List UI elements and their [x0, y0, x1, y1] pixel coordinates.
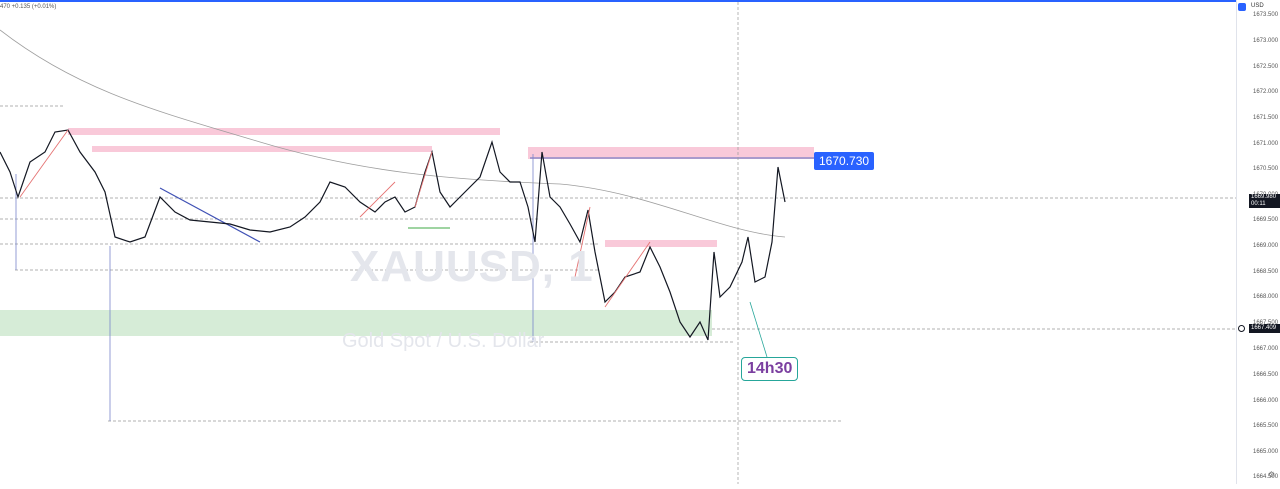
level-price-label: 1667.409 — [1249, 324, 1280, 333]
level-alert-icon[interactable] — [1238, 325, 1245, 332]
zigzag-annotations — [19, 129, 651, 308]
price-axis[interactable]: 1673.500 1673.000 1672.500 1672.000 1671… — [1236, 0, 1280, 484]
axis-tick: 1671.000 — [1253, 141, 1279, 147]
currency-icon[interactable] — [1238, 3, 1246, 11]
dashed-levels — [0, 2, 1236, 484]
currency-selector[interactable]: USD — [1251, 3, 1264, 9]
resistance-zone-3 — [528, 147, 814, 159]
axis-tick: 1673.500 — [1253, 12, 1279, 18]
last-price-label: 1669.980 00:11 — [1249, 194, 1280, 208]
axis-tick: 1670.500 — [1253, 166, 1279, 172]
axis-tick: 1672.000 — [1253, 89, 1279, 95]
axis-tick: 1665.500 — [1253, 423, 1279, 429]
axis-tick: 1669.500 — [1253, 217, 1279, 223]
axis-tick: 1669.000 — [1253, 243, 1279, 249]
chart-svg — [0, 2, 1236, 484]
ohlc-readout: 470 +0.135 (+0.01%) — [0, 4, 57, 10]
axis-tick: 1667.500 — [1253, 320, 1279, 326]
resistance-zone-4 — [605, 240, 717, 247]
axis-tick: 1664.500 — [1253, 474, 1279, 480]
resistance-price-label[interactable]: 1670.730 — [814, 152, 875, 170]
top-accent-bar — [0, 0, 1280, 2]
axis-tick: 1665.000 — [1253, 449, 1279, 455]
resistance-zone-2 — [92, 146, 432, 152]
axis-tick: 1671.500 — [1253, 115, 1279, 121]
time-callout[interactable]: 14h30 — [741, 357, 799, 381]
symbol-description-watermark: Gold Spot / U.S. Dollar — [342, 330, 545, 352]
resistance-zone-1 — [68, 128, 500, 135]
callout-connector — [749, 301, 768, 358]
symbol-watermark: XAUUSD, 1 — [350, 242, 594, 291]
axis-tick: 1666.000 — [1253, 398, 1279, 404]
axis-tick: 1668.500 — [1253, 269, 1279, 275]
chart-canvas[interactable]: XAUUSD, 1 Gold Spot / U.S. Dollar 1670.7… — [0, 2, 1236, 484]
moving-average — [0, 29, 786, 238]
axis-tick: 1668.000 — [1253, 294, 1279, 300]
axis-tick: 1666.500 — [1253, 372, 1279, 378]
last-price-value: 1669.980 — [1251, 194, 1277, 200]
axis-tick: 1673.000 — [1253, 38, 1279, 44]
countdown-value: 00:11 — [1251, 201, 1266, 207]
price-series — [0, 129, 786, 341]
support-zone — [0, 310, 712, 336]
axis-tick: 1667.000 — [1253, 346, 1279, 352]
gear-icon[interactable]: ⚙ — [1268, 470, 1276, 479]
trend-line — [159, 187, 261, 243]
axis-tick: 1672.500 — [1253, 64, 1279, 70]
